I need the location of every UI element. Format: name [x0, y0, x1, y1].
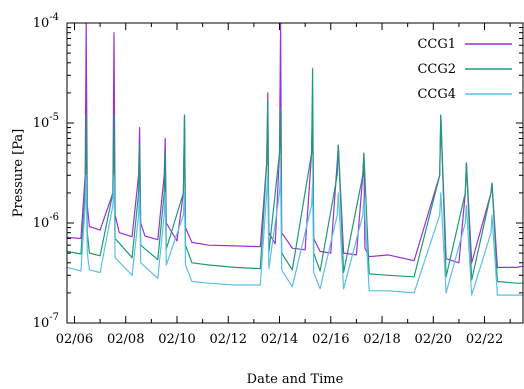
y-tick-label: 10-6 [33, 212, 59, 231]
y-tick-labels: 10-7 10-6 10-5 10-4 [33, 12, 59, 331]
y-tick-label: 10-7 [33, 312, 59, 331]
x-tick-label: 02/22 [466, 332, 503, 347]
legend-label-ccg1: CCG1 [417, 37, 456, 52]
x-tick-label: 02/20 [415, 332, 452, 347]
x-tick-label: 02/18 [363, 332, 400, 347]
x-tick-label: 02/10 [158, 332, 195, 347]
series-layer [67, 23, 523, 296]
x-tick-label: 02/06 [56, 332, 93, 347]
legend: CCG1 CCG2 CCG4 [417, 37, 512, 102]
legend-label-ccg2: CCG2 [417, 62, 456, 77]
x-tick-label: 02/12 [210, 332, 247, 347]
ticks-layer [67, 22, 523, 324]
y-tick-label: 10-5 [33, 112, 59, 131]
x-tick-label: 02/14 [261, 332, 298, 347]
x-tick-label: 02/08 [107, 332, 144, 347]
y-axis-title: Pressure [Pa] [11, 129, 26, 217]
y-tick-label: 10-4 [33, 12, 59, 31]
legend-label-ccg4: CCG4 [417, 87, 456, 102]
plot-frame [66, 22, 524, 324]
series-line-ccg4 [67, 174, 523, 296]
x-tick-labels: 02/06 02/08 02/10 02/12 02/14 02/16 02/18 02/20… [56, 332, 504, 347]
x-tick-label: 02/16 [312, 332, 349, 347]
x-axis-title: Date and Time [247, 372, 344, 387]
